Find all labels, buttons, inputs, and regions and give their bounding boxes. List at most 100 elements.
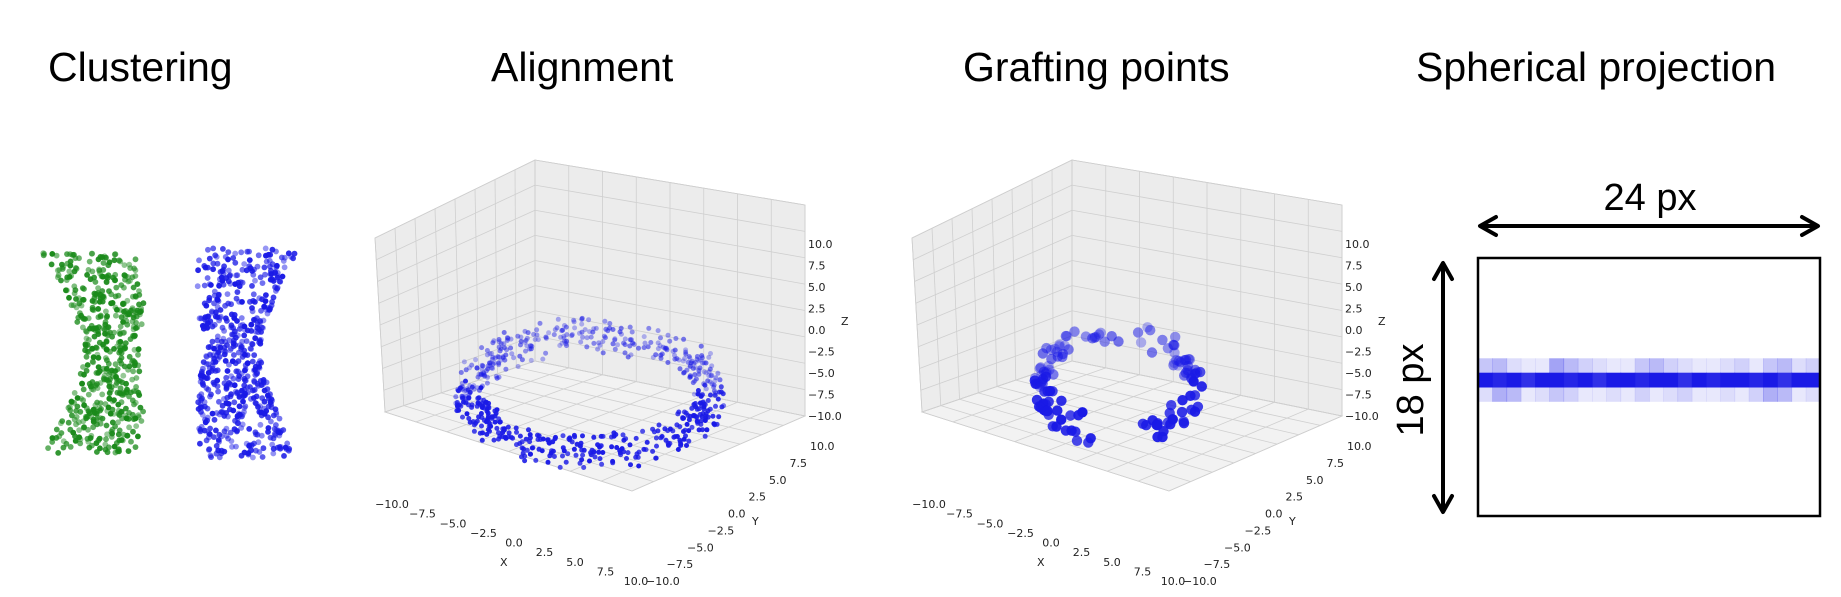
grid-line — [1071, 260, 1343, 311]
grid-line — [514, 169, 517, 368]
ring-point — [580, 334, 586, 340]
ring-point — [707, 379, 713, 385]
ring-point — [690, 380, 696, 386]
alignment-ring — [453, 315, 727, 470]
ring-point — [713, 375, 719, 381]
cluster-point — [58, 277, 64, 284]
ring-point — [1157, 431, 1168, 443]
ring-point — [624, 456, 629, 461]
cluster-point — [80, 397, 86, 404]
cluster-point — [102, 441, 109, 448]
cluster-point — [112, 251, 119, 258]
ring-point — [581, 465, 587, 470]
cluster-point — [136, 368, 143, 375]
cluster-point — [270, 435, 277, 442]
cluster-point — [270, 445, 277, 452]
ring-point — [706, 369, 712, 375]
ring-point — [683, 351, 689, 357]
cluster-blue — [194, 245, 298, 461]
ring-point — [610, 460, 616, 466]
cluster-point — [135, 362, 142, 369]
cluster-point — [120, 301, 126, 308]
ring-point — [704, 427, 710, 433]
cluster-point — [197, 440, 203, 447]
ring-point — [1045, 344, 1057, 355]
cluster-point — [200, 325, 207, 332]
ring-point — [511, 355, 517, 361]
cluster-point — [198, 423, 205, 430]
ring-point — [479, 345, 485, 351]
cluster-point — [241, 261, 248, 267]
ring-point — [1135, 337, 1147, 348]
cluster-point — [103, 325, 110, 332]
ring-point — [612, 346, 618, 352]
y-tick-label: 5.0 — [769, 474, 787, 487]
ring-point — [559, 328, 565, 334]
ring-point — [578, 339, 584, 345]
ring-point — [503, 366, 509, 372]
ring-point — [477, 387, 482, 393]
cluster-point — [95, 364, 102, 370]
ring-point — [618, 452, 624, 458]
title-alignment: Alignment — [491, 44, 674, 90]
ring-point — [590, 329, 596, 335]
ring-point — [494, 425, 500, 431]
ring-point — [690, 365, 696, 371]
ring-point — [702, 418, 708, 423]
cluster-point — [88, 383, 94, 390]
cluster-point — [215, 388, 222, 395]
y-tick-label: 7.5 — [790, 457, 808, 470]
cluster-point — [258, 382, 265, 388]
ring-point — [705, 378, 711, 384]
cluster-point — [129, 305, 136, 311]
cluster-point — [135, 346, 142, 353]
cluster-point — [234, 289, 241, 295]
cluster-point — [124, 321, 131, 328]
ring-point — [454, 408, 460, 414]
ring-point — [670, 348, 676, 354]
cluster-point — [111, 443, 118, 450]
cluster-point — [215, 298, 222, 305]
projection-cell — [1706, 372, 1721, 388]
ring-point — [453, 394, 459, 400]
cluster-point — [256, 295, 263, 302]
grid-line — [382, 310, 536, 369]
z-tick-label: 5.0 — [1345, 281, 1363, 294]
cluster-point — [239, 354, 246, 360]
cluster-point — [119, 343, 125, 350]
projection-cell — [1677, 358, 1693, 374]
ring-point — [471, 386, 477, 392]
projection-cell — [1634, 358, 1650, 374]
ring-point — [636, 345, 641, 351]
ring-point — [510, 435, 516, 441]
ring-point — [515, 333, 521, 339]
ring-point — [622, 350, 628, 356]
cluster-point — [79, 297, 86, 303]
cluster-point — [263, 379, 270, 386]
cluster-point — [256, 365, 263, 371]
ring-point — [474, 365, 480, 371]
z-tick-label: 2.5 — [808, 303, 826, 316]
cluster-point — [212, 252, 219, 259]
cluster-point — [66, 268, 73, 275]
ring-point — [558, 334, 564, 340]
cluster-point — [239, 421, 246, 428]
grafting-ring — [1029, 322, 1208, 448]
cluster-point — [94, 385, 101, 391]
cluster-point — [249, 308, 256, 315]
ring-point — [602, 335, 608, 341]
ring-point — [579, 329, 585, 335]
cluster-point — [54, 267, 61, 274]
cluster-point — [118, 360, 125, 367]
ring-point — [543, 335, 549, 341]
ring-point — [681, 370, 687, 376]
ring-point — [503, 435, 509, 441]
ring-point — [531, 331, 537, 337]
ring-point — [633, 435, 639, 441]
cluster-point — [72, 287, 79, 293]
ring-point — [694, 414, 700, 420]
ring-point — [696, 427, 702, 433]
cluster-point — [53, 252, 60, 259]
ring-point — [573, 452, 579, 458]
cluster-point — [67, 426, 74, 433]
